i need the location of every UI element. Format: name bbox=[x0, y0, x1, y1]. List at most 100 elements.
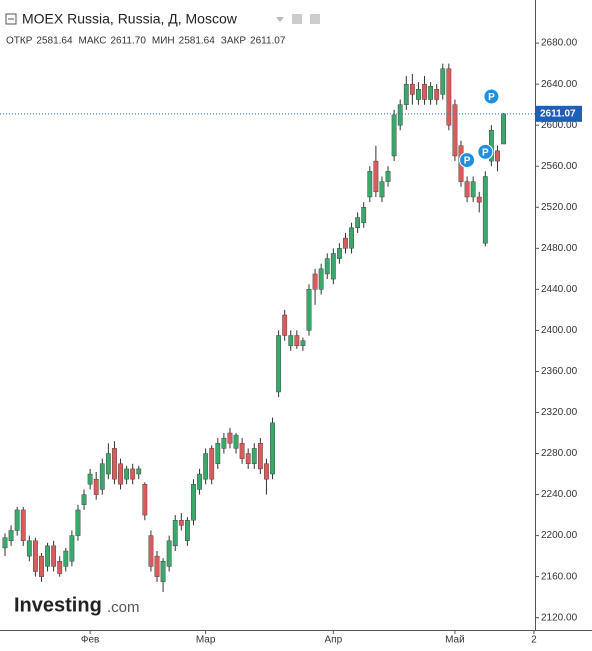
dividend-marker-label: P bbox=[482, 147, 489, 158]
candle-body bbox=[39, 555, 44, 577]
x-tick-label: 2 bbox=[531, 635, 537, 646]
dividend-marker-label: P bbox=[488, 92, 495, 103]
candle-body bbox=[440, 68, 446, 95]
settings-icon[interactable] bbox=[310, 14, 320, 24]
candle-body bbox=[251, 448, 257, 464]
y-tick-label: 2200.00 bbox=[541, 530, 578, 541]
y-tick-label: 2120.00 bbox=[541, 612, 578, 623]
y-tick-label: 2320.00 bbox=[541, 407, 578, 418]
candle-body bbox=[257, 443, 263, 470]
candle-body bbox=[51, 545, 57, 567]
candle-body bbox=[482, 176, 488, 244]
candle-body bbox=[45, 545, 50, 567]
ohlc-header: ОТКР 2581.64 МАКС 2611.70 МИН 2581.64 ЗАКР 2611… bbox=[6, 36, 286, 47]
candle-body bbox=[14, 509, 20, 531]
x-tick-label: Май bbox=[445, 635, 465, 646]
candle-body bbox=[343, 237, 348, 249]
candle-body bbox=[124, 468, 130, 480]
candle-body bbox=[416, 89, 421, 100]
x-tick-label: Апр bbox=[324, 635, 342, 646]
candle-body bbox=[373, 160, 379, 193]
candle-body bbox=[215, 443, 221, 464]
candle-body bbox=[136, 468, 142, 475]
candle-body bbox=[154, 555, 160, 577]
x-tick-label: Мар bbox=[196, 635, 216, 646]
candle-body bbox=[160, 561, 166, 582]
candle-body bbox=[142, 484, 148, 516]
candle-body bbox=[87, 473, 93, 485]
y-tick-label: 2600.00 bbox=[541, 120, 578, 131]
collapse-icon[interactable] bbox=[5, 13, 17, 25]
candle-body bbox=[422, 83, 427, 100]
dividend-marker bbox=[483, 88, 500, 105]
candle-body bbox=[270, 422, 275, 475]
dividend-marker bbox=[459, 152, 476, 169]
candle-body bbox=[403, 83, 409, 105]
y-tick-label: 2400.00 bbox=[541, 325, 578, 336]
ohlc-value: 2581.64 bbox=[179, 36, 216, 47]
dividend-marker-label: P bbox=[464, 156, 471, 167]
y-tick-label: 2560.00 bbox=[541, 161, 578, 172]
y-tick-label: 2440.00 bbox=[541, 284, 578, 295]
candle-body bbox=[397, 104, 403, 126]
candle-body bbox=[288, 335, 294, 346]
candle-body bbox=[197, 473, 202, 490]
candle-body bbox=[184, 520, 190, 541]
candle-body bbox=[93, 478, 99, 495]
candle-body bbox=[105, 453, 111, 475]
candle-body bbox=[239, 443, 245, 459]
candle-body bbox=[130, 468, 136, 480]
last-price-label: 2611.07 bbox=[540, 108, 576, 119]
ohlc-value: 2611.70 bbox=[110, 36, 146, 47]
candle-body bbox=[318, 268, 324, 290]
candle-body bbox=[118, 463, 123, 485]
candle-body bbox=[69, 535, 75, 562]
candle-body bbox=[409, 83, 415, 95]
ohlc-label: МИН bbox=[152, 36, 175, 47]
eye-icon[interactable] bbox=[292, 14, 302, 24]
candle-body bbox=[330, 253, 336, 280]
candle-body bbox=[464, 181, 470, 198]
candle-body bbox=[63, 550, 69, 567]
y-tick-label: 2280.00 bbox=[541, 448, 578, 459]
candle-body bbox=[172, 520, 178, 547]
candle-body bbox=[452, 104, 458, 157]
candle-body bbox=[203, 453, 209, 480]
y-tick-label: 2640.00 bbox=[541, 79, 578, 90]
candle-body bbox=[233, 434, 239, 449]
dividend-marker bbox=[477, 143, 494, 160]
candle-body bbox=[379, 181, 385, 198]
ohlc-label: ОТКР bbox=[6, 36, 33, 47]
dropdown-icon[interactable] bbox=[276, 17, 284, 22]
candle-body bbox=[476, 196, 482, 203]
y-tick-label: 2240.00 bbox=[541, 489, 578, 500]
y-tick-label: 2360.00 bbox=[541, 366, 578, 377]
candle-body bbox=[245, 453, 251, 464]
watermark-suffix: .com bbox=[107, 599, 140, 616]
plot: PPP bbox=[2, 63, 506, 593]
ohlc-label: ЗАКР bbox=[221, 36, 247, 47]
candle-body bbox=[434, 89, 440, 100]
candle-body bbox=[294, 335, 300, 346]
candle-body bbox=[367, 171, 373, 198]
candle-body bbox=[385, 171, 391, 182]
y-tick-label: 2160.00 bbox=[541, 571, 578, 582]
candle-body bbox=[148, 535, 154, 567]
candle-body bbox=[391, 114, 397, 157]
candle-body bbox=[312, 273, 318, 290]
candle-body bbox=[166, 540, 172, 567]
candle-body bbox=[361, 207, 367, 223]
candle-body bbox=[221, 437, 227, 449]
candle-body bbox=[99, 463, 105, 490]
candle-body bbox=[349, 227, 354, 249]
candle-body bbox=[264, 463, 269, 480]
y-tick-label: 2680.00 bbox=[541, 38, 578, 49]
candle-body bbox=[178, 520, 184, 526]
y-tick-label: 2480.00 bbox=[541, 243, 578, 254]
candle-body bbox=[501, 113, 506, 145]
candle-body bbox=[75, 509, 81, 536]
ohlc-value: 2611.07 bbox=[250, 36, 286, 47]
candle-body bbox=[112, 448, 117, 480]
